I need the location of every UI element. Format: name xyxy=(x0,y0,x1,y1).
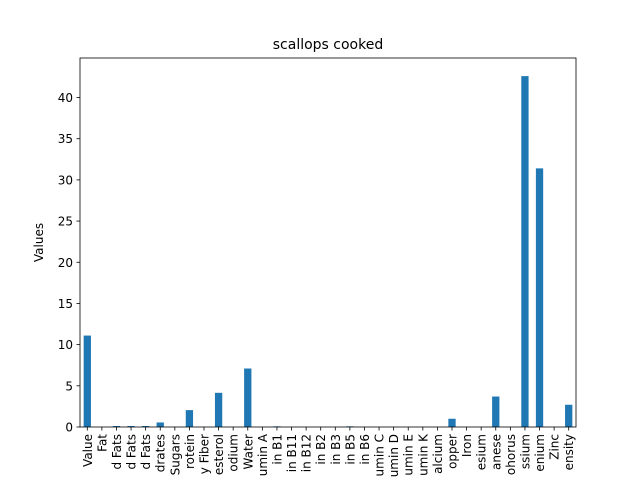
x-tick-label: umin K xyxy=(416,433,430,476)
y-tick-label: 15 xyxy=(58,297,73,311)
x-tick-label: anese xyxy=(489,434,503,470)
x-tick-label: in B5 xyxy=(343,434,357,465)
y-tick-label: 0 xyxy=(65,421,73,435)
x-tick-label: in B2 xyxy=(314,434,328,465)
x-tick-label: umin C xyxy=(373,434,387,476)
x-tick-label: ohorus xyxy=(504,434,518,475)
y-tick-label: 5 xyxy=(65,379,73,393)
x-tick-label: ssium xyxy=(518,434,532,469)
x-tick-label: d Fats xyxy=(139,434,153,470)
x-tick-label: Sugars xyxy=(168,434,182,475)
x-tick-label: Zinc xyxy=(548,434,562,460)
x-tick-label: esterol xyxy=(212,434,226,475)
y-axis-label: Values xyxy=(32,223,46,262)
x-tick-label: opper xyxy=(446,434,460,469)
y-tick-label: 35 xyxy=(58,132,73,146)
x-tick-label: esium xyxy=(475,434,489,470)
x-tick-label: Water xyxy=(241,434,255,470)
y-tick-label: 10 xyxy=(58,338,73,352)
bar xyxy=(214,392,223,427)
x-tick-label: Fat xyxy=(95,434,109,452)
x-tick-label: d Fats xyxy=(125,434,139,470)
chart-title: scallops cooked xyxy=(273,37,383,53)
bar xyxy=(244,368,252,427)
x-tick-label: Iron xyxy=(460,434,474,457)
x-tick-label: in B3 xyxy=(329,434,343,465)
bar xyxy=(142,426,150,427)
x-tick-label: umin A xyxy=(256,433,270,476)
x-tick-label: in B1 xyxy=(270,434,284,465)
bar xyxy=(127,426,135,427)
x-tick-label: enium xyxy=(533,434,547,472)
bar xyxy=(565,404,573,427)
x-tick-label: Value xyxy=(81,434,95,467)
bar xyxy=(448,418,456,427)
y-tick-label: 40 xyxy=(58,91,73,105)
x-tick-label: drates xyxy=(154,434,168,472)
bar xyxy=(83,335,91,427)
x-tick-label: odium xyxy=(227,434,241,472)
x-tick-label: umin E xyxy=(402,434,416,476)
x-tick-label: rotein xyxy=(183,434,197,469)
x-tick-label: d Fats xyxy=(110,434,124,470)
x-tick-label: in B6 xyxy=(358,434,372,465)
x-tick-label: umin D xyxy=(387,434,401,477)
bar xyxy=(535,168,544,427)
x-tick-label: alcium xyxy=(431,434,445,474)
y-tick-label: 20 xyxy=(58,256,73,270)
x-tick-label: y Fiber xyxy=(198,434,212,474)
bar xyxy=(185,410,194,427)
x-tick-label: ensity xyxy=(562,434,576,470)
bars-group xyxy=(83,76,573,427)
x-axis-ticks: Value Fat d Fats d Fats d Fats drates Sugars ro… xyxy=(81,427,576,477)
x-tick-label: in B12 xyxy=(300,434,314,472)
y-axis-ticks: 0 5 10 15 20 25 30 35 40 xyxy=(58,91,80,435)
bar xyxy=(492,396,500,427)
y-tick-label: 25 xyxy=(58,215,73,229)
plot-frame xyxy=(79,57,577,428)
bar xyxy=(112,426,121,427)
bar xyxy=(521,76,529,427)
bar xyxy=(156,422,164,427)
x-tick-label: in B11 xyxy=(285,434,299,472)
y-tick-label: 30 xyxy=(58,173,73,187)
